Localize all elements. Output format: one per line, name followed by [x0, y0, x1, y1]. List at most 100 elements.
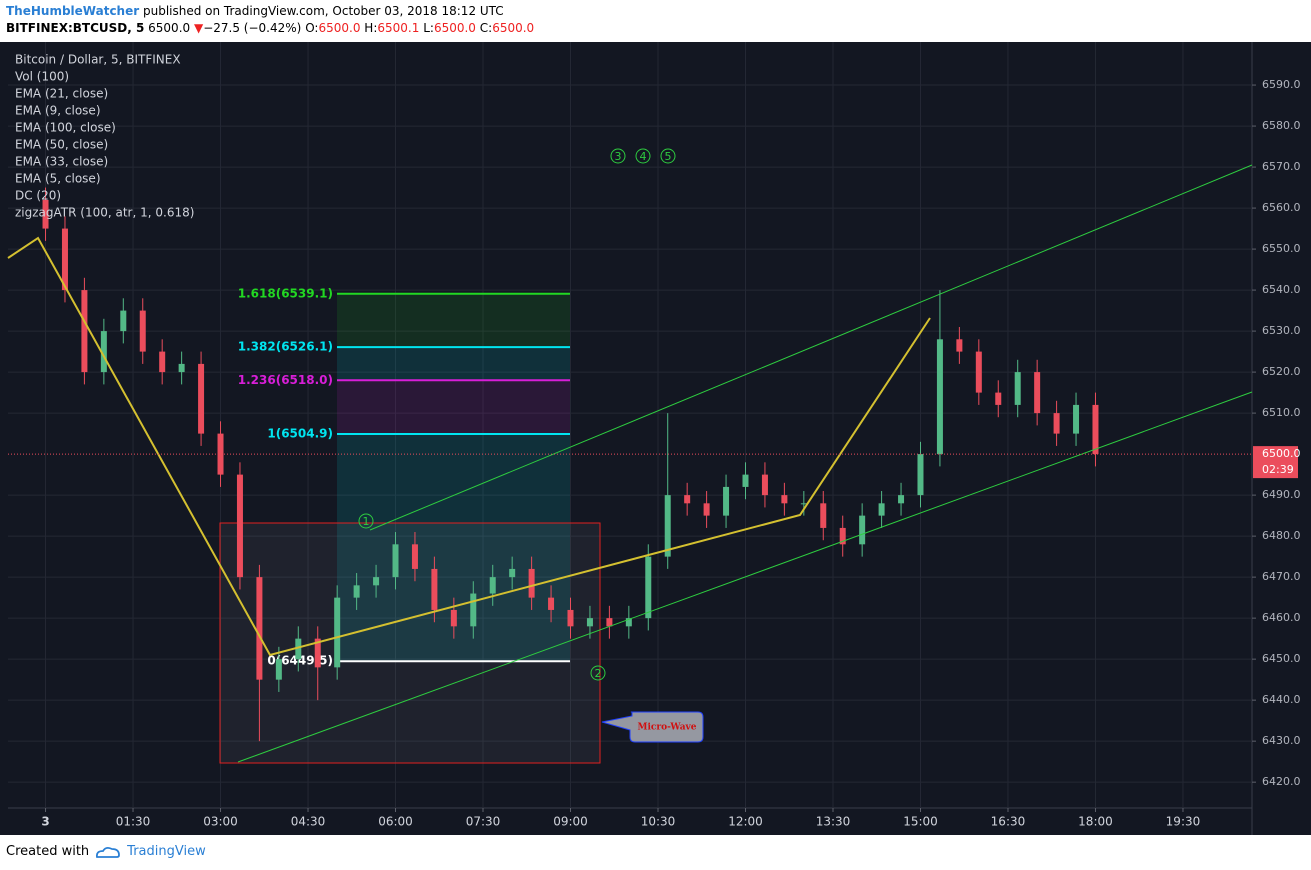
countdown: 02:39: [1262, 463, 1294, 476]
y-tick-label: 6470.0: [1262, 570, 1301, 583]
y-tick-label: 6460.0: [1262, 611, 1301, 624]
wave-labels: [358, 148, 676, 681]
wave-circle: [635, 148, 651, 164]
fib-label: 1.618(6539.1): [238, 286, 333, 300]
candle-body: [450, 609, 457, 627]
header-line: BITFINEX:BTCUSD, 5 6500.0 ▼−27.5 (−0.42%…: [6, 20, 534, 37]
fib-label: 1.382(6526.1): [238, 340, 333, 354]
fib-zone: [337, 293, 570, 348]
candle-body: [528, 568, 535, 598]
price: 6500.0: [148, 21, 191, 35]
x-tick-label: 06:00: [378, 815, 413, 829]
candle-body: [159, 351, 166, 373]
chart-title: Bitcoin / Dollar, 5, BITFINEX: [15, 53, 181, 67]
candle-body: [334, 597, 341, 668]
y-tick-label: 6450.0: [1262, 652, 1301, 665]
candle-body: [353, 585, 360, 598]
candle-body: [800, 503, 807, 505]
candle-body: [295, 638, 302, 660]
arrow: ▼: [193, 21, 204, 35]
y-tick-label: 6550.0: [1262, 242, 1301, 255]
indicator-label: EMA (21, close): [15, 87, 108, 101]
y-tick-label: 6580.0: [1262, 119, 1301, 132]
candle-body: [567, 609, 574, 627]
x-tick-label: 16:30: [991, 815, 1026, 829]
brand[interactable]: TradingView: [127, 844, 206, 859]
y-tick-label: 6520.0: [1262, 365, 1301, 378]
candle-body: [81, 290, 88, 373]
candle-body: [198, 363, 205, 434]
axes: 6420.0 6430.0 6440.0 6450.0 6460.0 6470.0 6480…: [8, 78, 1301, 829]
candle-body: [236, 474, 243, 578]
candle-body: [217, 433, 224, 475]
candle-body: [723, 486, 730, 516]
candle-body: [139, 310, 146, 352]
y-tick-label: 6440.0: [1262, 693, 1301, 706]
indicator-label: Vol (100): [15, 70, 69, 84]
candle-body: [781, 495, 788, 504]
candle-body: [1053, 413, 1060, 434]
h-value: 6500.1: [377, 21, 420, 35]
candle-body: [917, 454, 924, 496]
candle-body: [898, 495, 905, 504]
x-tick-label: 15:00: [903, 815, 938, 829]
fib-zone: [337, 347, 570, 381]
zigzag: [7, 236, 931, 657]
created-with: Created with: [6, 844, 90, 859]
x-tick-label: 03:00: [203, 815, 238, 829]
x-tick-label: 18:00: [1078, 815, 1113, 829]
wave-circle: [610, 148, 626, 164]
o-label: O:: [305, 21, 319, 35]
candle-body: [275, 659, 282, 680]
candle-body: [820, 503, 827, 528]
l-label: L:: [423, 21, 434, 35]
candle-body: [178, 363, 185, 373]
channel-upper: [369, 164, 1253, 531]
candle-body: [1034, 372, 1041, 414]
y-tick-label: 6420.0: [1262, 775, 1301, 788]
indicator-label: EMA (5, close): [15, 172, 101, 186]
candle-body: [586, 618, 593, 627]
candle-body: [1073, 404, 1080, 434]
candle-body: [548, 597, 555, 610]
x-tick-label: 13:30: [816, 815, 851, 829]
candle-body: [664, 495, 671, 557]
x-tick-label: 10:30: [641, 815, 676, 829]
fib-label: 1.236(6518.0): [238, 373, 333, 387]
candle-body: [1092, 404, 1099, 455]
candle-body: [839, 527, 846, 545]
candle-body: [411, 544, 418, 569]
indicator-label: EMA (9, close): [15, 104, 101, 118]
x-tick-label: 12:00: [728, 815, 763, 829]
x-tick-label: 09:00: [553, 815, 588, 829]
indicator-label: EMA (50, close): [15, 138, 108, 152]
candle-body: [606, 618, 613, 627]
candle-body: [61, 228, 68, 291]
y-tick-label: 6490.0: [1262, 488, 1301, 501]
change: −27.5 (−0.42%): [203, 21, 302, 35]
y-tick-label: 6560.0: [1262, 201, 1301, 214]
candle-body: [742, 474, 749, 487]
footer: Created with TradingView: [6, 844, 206, 859]
x-tick-label: 19:30: [1166, 815, 1201, 829]
y-tick-label: 6430.0: [1262, 734, 1301, 747]
candle-body: [470, 593, 477, 627]
y-tick-label: 6510.0: [1262, 406, 1301, 419]
candle-body: [42, 199, 49, 229]
x-tick-label: 3: [41, 815, 49, 829]
wave-circle: [590, 665, 606, 681]
candle-body: [936, 339, 943, 455]
candle-body: [1014, 372, 1021, 405]
candle-body: [509, 568, 516, 578]
last-price-box: [1253, 446, 1298, 479]
o-value: 6500.0: [318, 21, 361, 35]
logo: [96, 846, 121, 858]
wave-label: 3: [615, 150, 622, 163]
wave-label: 2: [595, 667, 602, 680]
c-label: C:: [479, 21, 493, 35]
candle-body: [878, 503, 885, 516]
x-tick-label: 04:30: [291, 815, 326, 829]
candle-body: [956, 339, 963, 352]
